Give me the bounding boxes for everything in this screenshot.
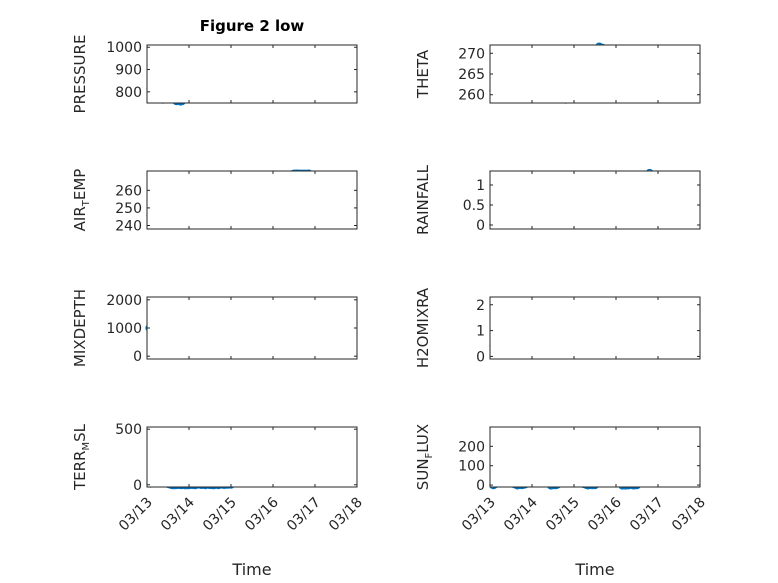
y-axis-label: RAINFALL: [414, 164, 432, 235]
y-tick-label: 1: [476, 324, 485, 340]
x-tick-label: 03/15: [543, 495, 583, 535]
subplot-theta: 260 265 270 THETA: [414, 42, 701, 104]
y-tick-label: 900: [115, 63, 142, 79]
axes-box: [146, 44, 358, 104]
y-axis-label: SUNFLUX: [414, 424, 435, 490]
subplot-sun_flux: 03/13 03/14 03/15 03/16 03/17 03/18 0 100 200 SUN…: [414, 424, 709, 535]
x-tick-label: 03/13: [116, 495, 156, 535]
axes-box: [489, 44, 701, 104]
y-axis-label: PRESSURE: [71, 35, 89, 114]
x-tick-label: 03/16: [585, 494, 625, 534]
y-tick-label: 250: [115, 201, 142, 217]
y-tick-label: 260: [458, 88, 485, 104]
y-tick-label: 260: [115, 183, 142, 199]
axes-box: [146, 426, 358, 488]
y-tick-label: 270: [458, 46, 485, 62]
x-tick-label: 03/15: [200, 495, 240, 535]
axes-box: [146, 296, 358, 360]
subplot-mixdepth: 0 1000 2000 MIXDEPTH: [71, 289, 358, 367]
y-tick-label: 1: [476, 178, 485, 194]
y-tick-label: 0: [476, 349, 485, 365]
y-tick-label: 1000: [106, 321, 142, 337]
x-tick-label: 03/18: [669, 495, 709, 535]
axes-box: [489, 170, 701, 230]
axes-box: [489, 296, 701, 360]
y-tick-label: 0: [133, 349, 142, 365]
x-axis-label-left: Time: [231, 560, 271, 579]
x-axis-label-right: Time: [574, 560, 614, 579]
y-tick-label: 2000: [106, 293, 142, 309]
y-axis-label: TERRMSL: [71, 423, 92, 491]
x-tick-label: 03/18: [326, 495, 366, 535]
subplot-h2omixra: 0 1 2 H2OMIXRA: [414, 287, 701, 368]
subplot-rainfall: 0 0.5 1 RAINFALL: [414, 164, 701, 235]
y-tick-label: 1000: [106, 40, 142, 56]
x-tick-label: 03/13: [459, 495, 499, 535]
y-tick-label: 200: [458, 439, 485, 455]
y-tick-label: 800: [115, 85, 142, 101]
y-tick-label: 0: [476, 218, 485, 234]
y-axis-label: MIXDEPTH: [71, 289, 89, 367]
axes-box: [146, 170, 358, 230]
x-tick-label: 03/14: [158, 494, 198, 534]
y-axis-label: THETA: [414, 49, 432, 99]
x-tick-label: 03/17: [627, 495, 667, 535]
x-tick-label: 03/14: [501, 494, 541, 534]
x-tick-label: 03/16: [242, 494, 282, 534]
y-tick-label: 0.5: [463, 198, 485, 214]
figure-title: Figure 2 low: [200, 17, 305, 35]
y-tick-label: 265: [458, 67, 485, 83]
y-tick-label: 500: [115, 422, 142, 438]
y-axis-label: H2OMIXRA: [414, 287, 432, 368]
y-tick-label: 2: [476, 298, 485, 314]
y-axis-label: AIRTEMP: [71, 169, 92, 232]
y-tick-label: 0: [133, 478, 142, 494]
axes-box: [489, 426, 701, 488]
y-tick-label: 100: [458, 459, 485, 475]
x-tick-label: 03/17: [284, 495, 324, 535]
y-tick-label: 0: [476, 478, 485, 494]
subplot-terr_msl: 03/13 03/14 03/15 03/16 03/17 03/18 0 500 TERRMS…: [71, 422, 366, 534]
subplot-pressure: 800 900 1000 PRESSURE: [71, 35, 358, 114]
y-tick-label: 240: [115, 218, 142, 234]
